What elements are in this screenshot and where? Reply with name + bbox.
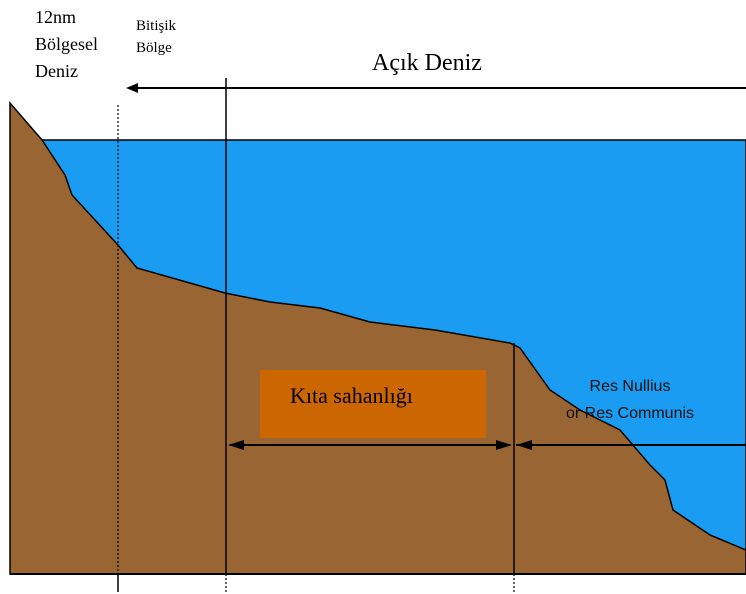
label: or Res Communis (566, 405, 694, 422)
label: Bitişik (136, 18, 177, 34)
label: Bölgesel (35, 34, 98, 54)
label: Res Nullius (590, 378, 671, 395)
label: Bölge (136, 40, 172, 56)
label: Kıta sahanlığı (290, 383, 413, 408)
label: 12nm (35, 7, 76, 27)
label: Deniz (35, 61, 78, 81)
label: Açık Deniz (372, 50, 482, 76)
page: 12nm Bölgesel Deniz Bitişik Bölge Açık D… (0, 0, 746, 594)
arrowhead (126, 83, 138, 93)
diagram: 12nm Bölgesel Deniz Bitişik Bölge Açık D… (0, 0, 746, 594)
